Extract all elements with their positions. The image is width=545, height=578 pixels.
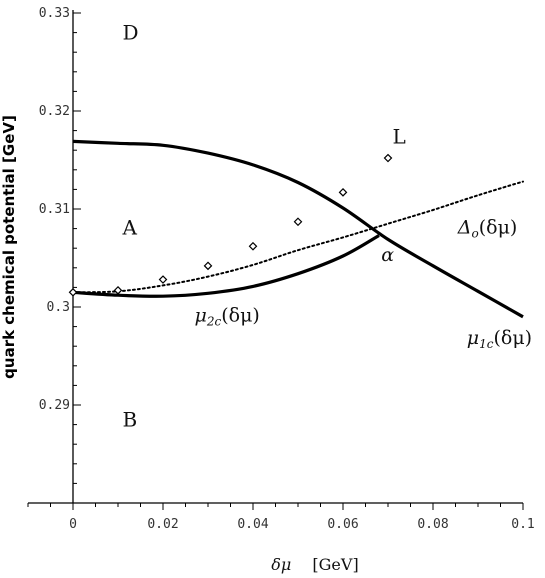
axes	[28, 10, 523, 504]
x-tick-label: 0.1	[511, 517, 534, 532]
y-axis-label: quark chemical potential [GeV]	[0, 115, 18, 379]
series-l-point	[68, 287, 78, 297]
x-axis-label-unit: [GeV]	[312, 555, 358, 574]
x-tick-label: 0.08	[417, 517, 448, 532]
series-l-point	[338, 187, 348, 197]
y-tick-label: 0.31	[39, 202, 70, 217]
x-tick-label: 0	[69, 517, 77, 532]
curve-label-delta: Δo(δμ)	[457, 217, 518, 241]
series	[68, 139, 524, 319]
series-l-point	[248, 241, 258, 251]
y-tick-label: 0.3	[47, 300, 70, 315]
curve-label-mu1c: μ1c(δμ)	[467, 327, 532, 351]
x-axis-label-symbol: δμ	[271, 555, 291, 574]
x-axis-label: δμ [GeV]	[271, 555, 358, 574]
y-tick-label: 0.32	[39, 104, 70, 119]
alpha-point-label: α	[381, 244, 394, 266]
series-l-point	[113, 285, 123, 295]
tick-marks	[27, 12, 524, 510]
region-label-a: A	[122, 215, 138, 239]
curve-label-l: L	[393, 124, 406, 148]
y-tick-label: 0.33	[39, 6, 70, 21]
series-line-1	[72, 234, 380, 298]
series-l-point	[293, 217, 303, 227]
x-tick-label: 0.02	[147, 517, 178, 532]
series-line-0	[72, 139, 524, 319]
series-l-point	[158, 275, 168, 284]
tick-labels: 0 0.02 0.04 0.06 0.08 0.1 0.29 0.3 0.31 0.32 0.33	[39, 6, 535, 532]
series-l-point	[203, 261, 213, 271]
region-label-d: D	[123, 20, 139, 44]
series-l-point	[383, 153, 393, 163]
x-tick-label: 0.06	[327, 517, 358, 532]
region-label-b: B	[123, 408, 138, 432]
series-line-2	[72, 180, 524, 294]
x-tick-label: 0.04	[237, 517, 268, 532]
y-tick-label: 0.29	[39, 398, 70, 413]
curve-label-mu2c: μ2c(δμ)	[195, 305, 260, 329]
